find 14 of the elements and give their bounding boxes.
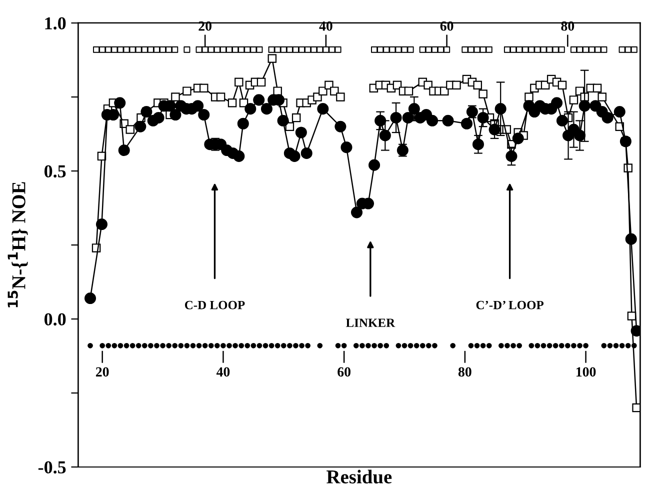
y-tick-label: -0.5 (38, 461, 66, 474)
y-tick-label: 0.5 (44, 165, 66, 178)
x-tick-label: 60 (338, 367, 350, 377)
x-tick-label: 80 (458, 367, 472, 377)
annotation: LINKER (346, 318, 396, 327)
x-tick-label: 40 (216, 367, 230, 377)
annotation: C-D LOOP (184, 300, 245, 310)
x-tick-label: 20 (96, 367, 109, 377)
y-axis-title: $^{15}$N-{$^{1}$H} NOE (8, 182, 28, 308)
x-tick-label: 100 (576, 367, 596, 377)
y-tick-label: 0.0 (44, 313, 66, 326)
annotation: C’-D’ LOOP (476, 300, 544, 310)
x-axis-title: Residue (326, 470, 392, 484)
y-tick-label: 1.0 (45, 17, 66, 30)
